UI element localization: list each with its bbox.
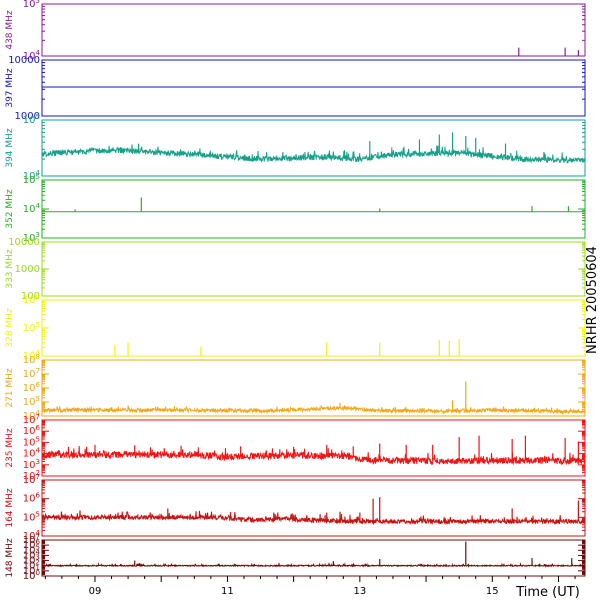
y-tick-label: 107 xyxy=(23,473,40,486)
y-tick-label: 106 xyxy=(23,293,41,306)
y-tick-label: 104 xyxy=(23,49,41,62)
y-tick-label: 106 xyxy=(23,538,41,551)
y-tick-label: 105 xyxy=(23,395,40,408)
y-tick-label: 10000 xyxy=(8,237,40,248)
panel-frame xyxy=(41,59,586,117)
y-tick-label: 1000 xyxy=(15,264,40,275)
side-label: NRHR 20050604 xyxy=(585,246,600,354)
y-tick-label: 106 xyxy=(23,492,41,505)
series-trace xyxy=(41,445,586,466)
y-tick-label: 104 xyxy=(23,169,41,182)
x-tick-label: 09 xyxy=(89,586,102,597)
panel-frame xyxy=(41,479,586,537)
y-tick-label: 108 xyxy=(23,353,40,366)
panel-frame xyxy=(41,419,586,477)
y-tick-label: 107 xyxy=(23,413,40,426)
panel-label: 235 MHz xyxy=(5,428,15,468)
y-tick-label: 104 xyxy=(23,349,41,362)
y-tick-label: 107 xyxy=(23,533,40,546)
y-tick-label: 103 xyxy=(23,231,40,244)
x-tick-label: 11 xyxy=(221,586,234,597)
y-tick-label: 103 xyxy=(23,554,40,567)
panel-label: 438 MHz xyxy=(5,10,15,50)
panel-frame xyxy=(41,241,586,297)
panel-2: 104 105 394 MHz xyxy=(5,113,586,182)
y-tick-label: 106 xyxy=(23,381,41,394)
panel-frame xyxy=(41,119,586,177)
y-tick-label: 104 xyxy=(23,529,41,542)
panel-label: 397 MHz xyxy=(5,68,15,108)
panel-label: 352 MHz xyxy=(5,189,15,229)
series-trace xyxy=(41,561,586,569)
y-tick-label: 106 xyxy=(23,424,41,437)
y-tick-label: 107 xyxy=(23,367,40,380)
y-tick-label: 104 xyxy=(23,202,41,215)
y-tick-label: 100 xyxy=(23,569,40,582)
panel-label: 271 MHz xyxy=(5,368,15,408)
panel-label: 164 MHz xyxy=(5,488,15,528)
panel-label: 148 MHz xyxy=(5,538,15,578)
y-tick-label: 10000 xyxy=(8,55,40,66)
panel-1: 1000 10000 397 MHz xyxy=(5,55,586,122)
y-tick-label: 105 xyxy=(23,0,40,10)
series-trace xyxy=(41,510,586,526)
y-tick-label: 104 xyxy=(23,409,41,422)
panel-8: 104 105 106 107 164 MHz xyxy=(5,473,586,542)
y-tick-label: 105 xyxy=(23,113,40,126)
panel-5: 104 105 106 328 MHz xyxy=(5,293,586,362)
panel-label: 328 MHz xyxy=(5,308,15,348)
y-tick-label: 105 xyxy=(23,510,40,523)
y-tick-label: 102 xyxy=(23,469,40,482)
y-tick-label: 104 xyxy=(23,548,41,561)
series-trace xyxy=(41,405,586,415)
y-tick-label: 105 xyxy=(23,435,40,448)
x-axis: 09 11 13 15 xyxy=(44,576,576,597)
y-tick-label: 105 xyxy=(23,543,40,556)
panel-frame xyxy=(41,539,586,577)
panel-frame xyxy=(41,299,586,357)
panel-frame xyxy=(41,179,586,239)
y-tick-label: 101 xyxy=(23,564,40,577)
series-trace xyxy=(41,143,586,164)
panel-3: 103 104 105 352 MHz xyxy=(5,173,586,244)
panel-label: 333 MHz xyxy=(5,249,15,289)
x-tick-label: 13 xyxy=(353,586,366,597)
panel-0: 104 105 438 MHz xyxy=(5,0,586,62)
x-axis-title: Time (UT) xyxy=(515,585,580,600)
y-tick-label: 105 xyxy=(23,173,40,186)
y-tick-label: 102 xyxy=(23,559,40,572)
x-tick-label: 15 xyxy=(486,586,499,597)
y-tick-label: 1000 xyxy=(15,111,40,122)
y-tick-label: 104 xyxy=(23,447,41,460)
y-tick-label: 105 xyxy=(23,321,40,334)
panel-label: 394 MHz xyxy=(5,128,15,168)
y-tick-label: 103 xyxy=(23,458,40,471)
panel-frame xyxy=(41,3,586,57)
y-tick-label: 100 xyxy=(21,291,40,302)
